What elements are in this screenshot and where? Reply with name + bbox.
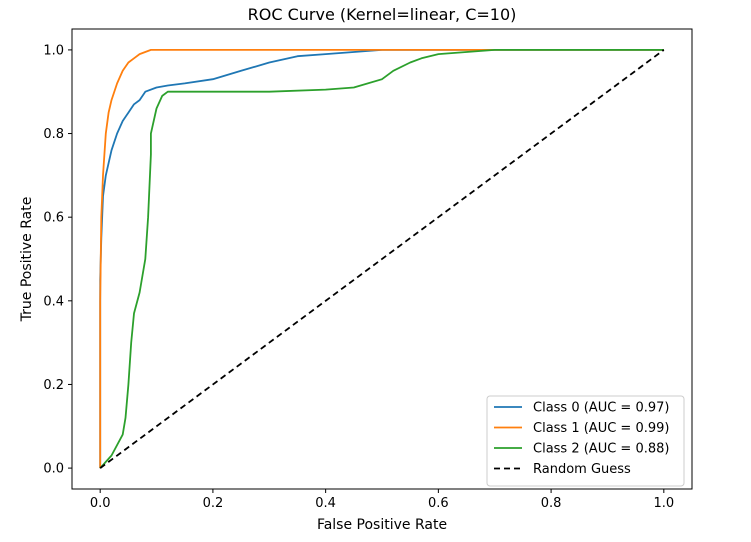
legend: Class 0 (AUC = 0.97) Class 1 (AUC = 0.99)… (486, 395, 685, 487)
series-line-class-1-auc-0-99 (99, 49, 664, 469)
series-layer (99, 49, 665, 469)
legend-box (486, 395, 685, 487)
legend-label: Class 2 (AUC = 0.88) (533, 442, 669, 457)
x-tick-label: 0.0 (90, 496, 111, 511)
legend-label: Class 0 (AUC = 0.97) (533, 401, 669, 416)
x-axis-label: False Positive Rate (317, 517, 447, 533)
plot-frame (71, 28, 693, 490)
x-tick-label: 0.4 (315, 496, 336, 511)
x-tick-label: 1.0 (653, 496, 674, 511)
x-tick-label: 0.8 (541, 496, 562, 511)
y-tick-label: 0.6 (43, 211, 64, 226)
series-line-class-2-auc-0-88 (99, 49, 664, 469)
y-tick-label: 1.0 (43, 43, 64, 58)
chart-title: ROC Curve (Kernel=linear, C=10) (248, 5, 517, 24)
y-tick-label: 0.8 (43, 127, 64, 142)
y-tick-label: 0.2 (43, 378, 64, 393)
y-axis-label: True Positive Rate (19, 197, 35, 323)
x-tick-label: 0.6 (428, 496, 449, 511)
y-tick-label: 0.4 (43, 294, 64, 309)
legend-label: Random Guess (533, 462, 631, 477)
y-axis: 0.0 0.2 0.4 0.6 0.8 1.0 (43, 43, 72, 477)
x-tick-label: 0.2 (203, 496, 224, 511)
legend-label: Class 1 (AUC = 0.99) (533, 421, 669, 436)
x-axis: 0.0 0.2 0.4 0.6 0.8 1.0 (90, 489, 674, 511)
y-tick-label: 0.0 (43, 462, 64, 477)
series-line-random-guess (99, 49, 665, 469)
